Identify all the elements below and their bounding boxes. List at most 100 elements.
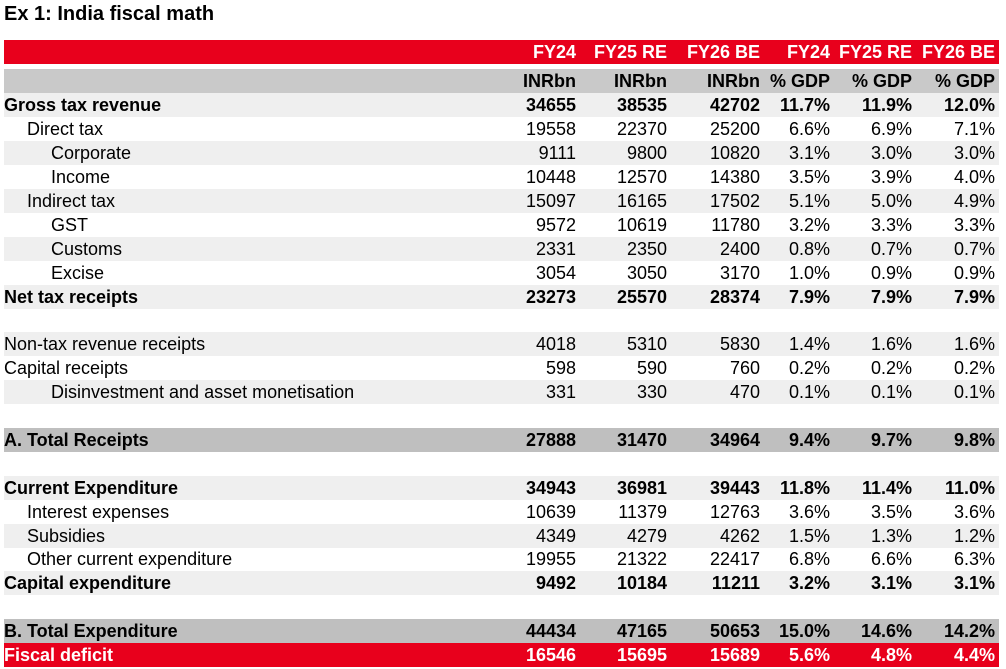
row-value-5: 3.0%	[953, 143, 995, 163]
row-value-1: 330	[636, 382, 667, 402]
row-label: Interest expenses	[27, 502, 170, 522]
row-value-5: 3.3%	[953, 215, 995, 235]
row-value-3: 3.2%	[788, 573, 830, 593]
table-title: Ex 1: India fiscal math	[4, 3, 215, 25]
row-value-0: 4349	[535, 526, 576, 546]
row-value-1: 25570	[616, 287, 667, 307]
row-value-5: 9.8%	[953, 430, 995, 450]
header-row-units: INRbn INRbn INRbn % GDP % GDP % GDP	[4, 69, 999, 93]
table-row	[4, 452, 999, 476]
row-value-3: 3.1%	[788, 143, 830, 163]
row-value-0: 10448	[525, 167, 576, 187]
row-value-5: 3.1%	[953, 573, 995, 593]
row-value-3: 3.2%	[788, 215, 830, 235]
table-row: B. Total Expenditure 44434 47165 50653 15.0%…	[4, 619, 999, 643]
row-value-5: 0.1%	[953, 382, 995, 402]
row-value-5: 14.2%	[943, 621, 995, 641]
row-label: Excise	[51, 263, 105, 283]
row-value-3: 11.8%	[779, 478, 830, 498]
row-value-1: 10184	[616, 573, 667, 593]
row-value-1: 12570	[616, 167, 667, 187]
row-value-2: 50653	[709, 621, 760, 641]
row-value-4: 3.9%	[870, 167, 912, 187]
header-period-2: FY26 BE	[686, 42, 760, 62]
row-value-3: 3.6%	[788, 502, 830, 522]
row-value-3: 15.0%	[778, 621, 830, 641]
row-value-3: 6.6%	[788, 119, 830, 139]
header-unit-4: % GDP	[851, 71, 912, 91]
row-value-2: 10820	[709, 143, 760, 163]
row-value-1: 10619	[616, 215, 667, 235]
row-value-2: 470	[729, 382, 760, 402]
row-value-3: 7.9%	[788, 287, 830, 307]
row-value-4: 0.7%	[870, 239, 912, 259]
row-value-1: 3050	[626, 263, 667, 283]
row-value-0: 9492	[535, 573, 576, 593]
row-value-5: 0.2%	[953, 358, 995, 378]
row-value-1: 4279	[626, 526, 667, 546]
table-row	[4, 309, 999, 333]
table-row: Direct tax 19558 22370 25200 6.6% 6.9% 7.1%	[4, 117, 999, 141]
row-value-4: 14.6%	[860, 621, 912, 641]
row-label: Direct tax	[27, 119, 104, 139]
row-value-4: 3.1%	[870, 573, 912, 593]
row-value-5: 0.7%	[953, 239, 995, 259]
header-period-3: FY24	[786, 42, 830, 62]
row-label: Net tax receipts	[4, 287, 139, 307]
table-row: Net tax receipts 23273 25570 28374 7.9% 7.9% 7…	[4, 285, 999, 309]
table-row: Corporate 9111 9800 10820 3.1% 3.0% 3.0%	[4, 141, 999, 165]
row-label: Gross tax revenue	[4, 95, 162, 115]
row-label: Capital receipts	[4, 358, 129, 378]
row-value-2: 28374	[709, 287, 760, 307]
row-value-3: 0.1%	[788, 382, 830, 402]
row-value-0: 9111	[538, 143, 576, 163]
row-value-1: 5310	[626, 334, 667, 354]
table-row: Current Expenditure 34943 36981 39443 11.8% 1…	[4, 476, 999, 500]
row-value-5: 7.9%	[953, 287, 995, 307]
table-row: Disinvestment and asset monetisation 331 3…	[4, 380, 999, 404]
row-value-0: 16546	[525, 645, 576, 665]
table-row: GST 9572 10619 11780 3.2% 3.3% 3.3%	[4, 213, 999, 237]
table-row: Non-tax revenue receipts 4018 5310 5830 1.4%…	[4, 332, 999, 356]
header-period-5: FY26 BE	[921, 42, 995, 62]
row-label: A. Total Receipts	[4, 430, 149, 450]
row-label: Disinvestment and asset monetisation	[51, 382, 355, 402]
row-value-0: 4018	[535, 334, 576, 354]
row-label: GST	[51, 215, 89, 235]
row-value-0: 34655	[525, 95, 576, 115]
row-value-3: 5.6%	[788, 645, 830, 665]
row-value-3: 1.4%	[788, 334, 830, 354]
row-value-2: 42702	[709, 95, 760, 115]
row-value-4: 0.1%	[870, 382, 912, 402]
header-period-1: FY25 RE	[593, 42, 667, 62]
table-row: Fiscal deficit 16546 15695 15689 5.6% 4.8% 4.4…	[4, 643, 999, 667]
row-value-2: 17502	[709, 191, 760, 211]
row-value-4: 3.5%	[870, 502, 912, 522]
row-value-4: 11.9%	[861, 95, 912, 115]
row-label: Income	[51, 167, 111, 187]
row-value-2: 11211	[711, 573, 760, 593]
row-value-1: 590	[636, 358, 667, 378]
row-value-5: 6.3%	[953, 549, 995, 569]
row-value-5: 1.6%	[953, 334, 995, 354]
row-value-5: 4.9%	[953, 191, 995, 211]
row-value-0: 19955	[525, 549, 576, 569]
row-value-4: 7.9%	[870, 287, 912, 307]
row-value-4: 3.3%	[870, 215, 912, 235]
row-value-4: 0.9%	[870, 263, 912, 283]
row-value-2: 11780	[711, 215, 760, 235]
row-value-1: 11379	[618, 502, 667, 522]
row-value-5: 0.9%	[953, 263, 995, 283]
row-value-5: 12.0%	[943, 95, 995, 115]
row-value-1: 47165	[616, 621, 667, 641]
row-value-0: 19558	[525, 119, 576, 139]
row-value-1: 22370	[616, 119, 667, 139]
row-value-1: 2350	[626, 239, 667, 259]
row-value-0: 9572	[535, 215, 576, 235]
row-value-4: 3.0%	[870, 143, 912, 163]
table-row: Income 10448 12570 14380 3.5% 3.9% 4.0%	[4, 165, 999, 189]
row-value-2: 5830	[719, 334, 760, 354]
row-label: Other current expenditure	[27, 549, 233, 569]
row-value-2: 12763	[709, 502, 760, 522]
row-label: Non-tax revenue receipts	[4, 334, 206, 354]
